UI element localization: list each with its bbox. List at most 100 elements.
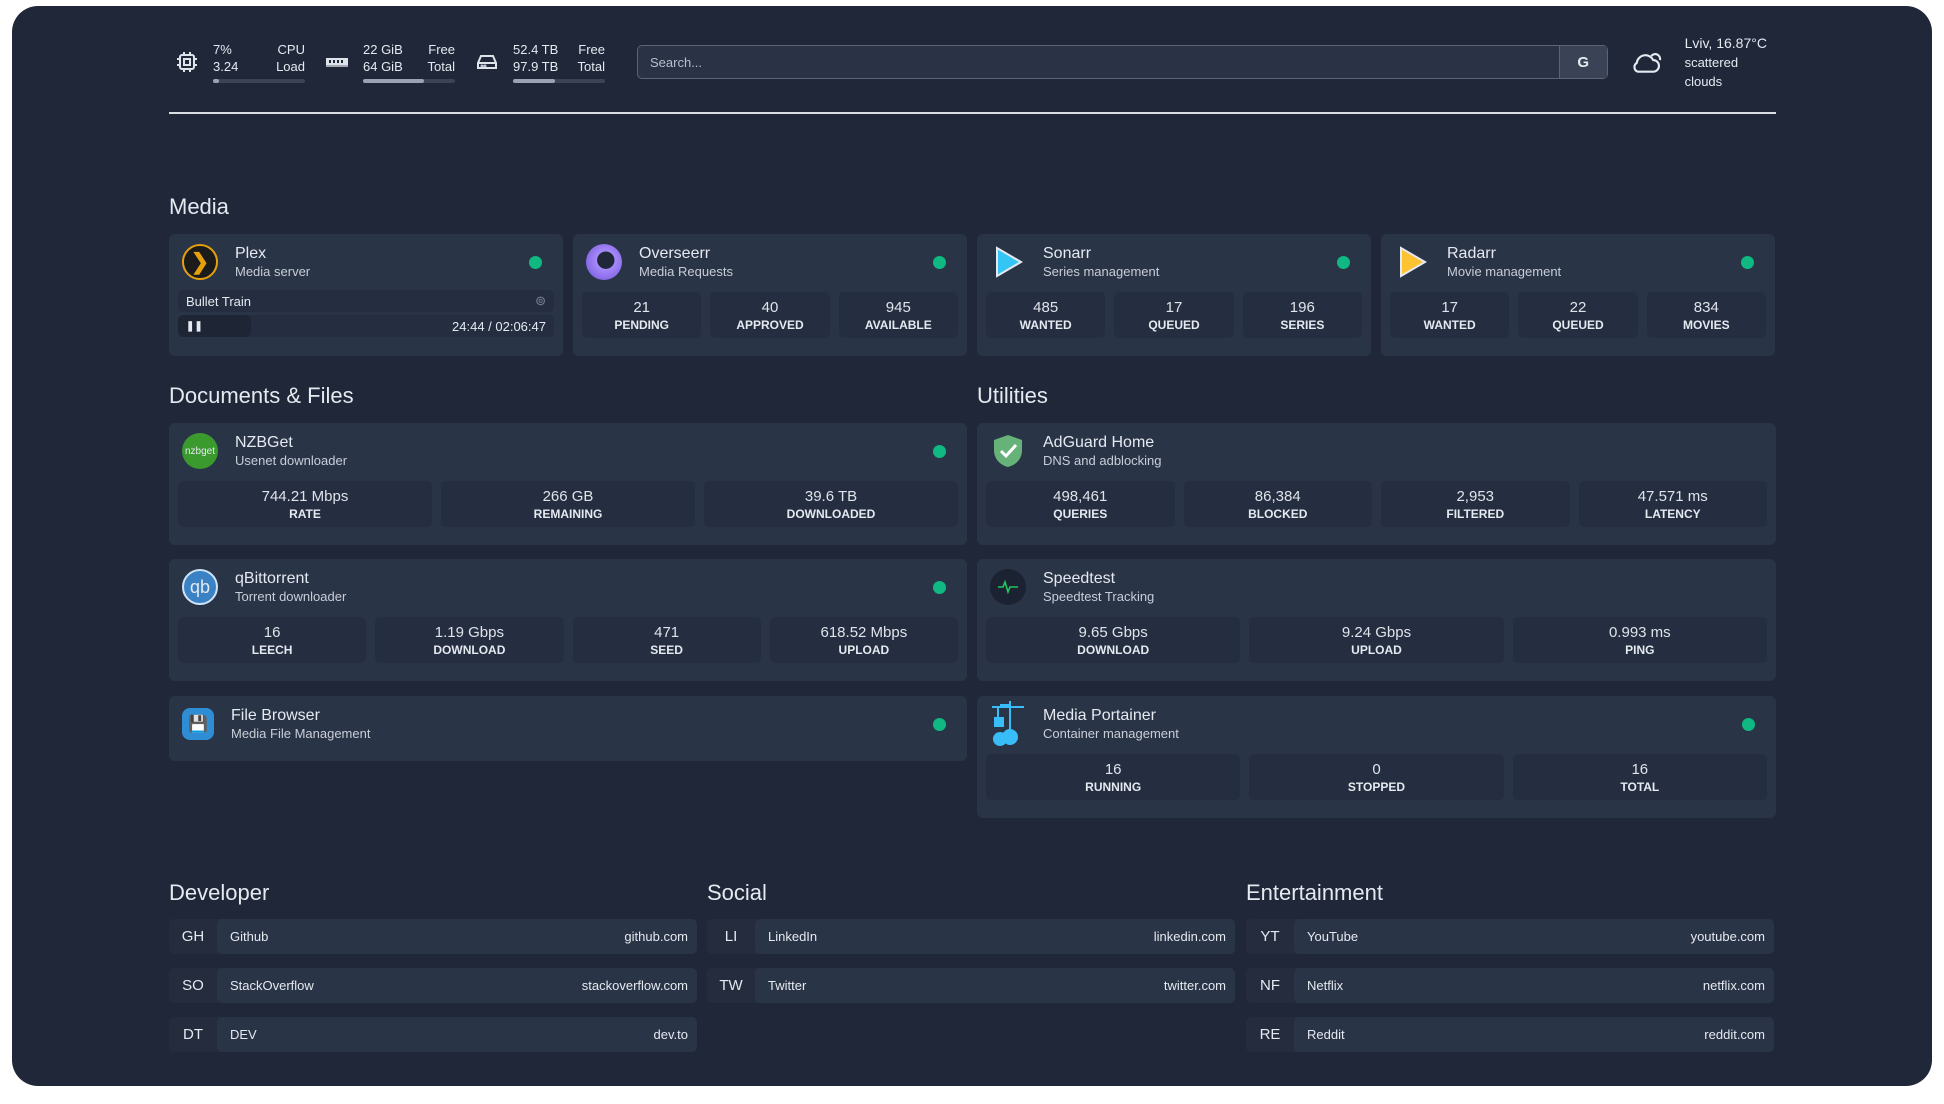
search-provider-button[interactable]: G: [1558, 46, 1607, 78]
service-name: Overseerr: [639, 245, 711, 262]
stat-value: 16: [263, 624, 281, 641]
stat-label: DOWNLOAD: [433, 643, 506, 657]
stat-block: 485 WANTED: [986, 292, 1106, 338]
bookmark-link[interactable]: NF Netflix netflix.com: [1246, 968, 1774, 1003]
service-name: Media Portainer: [1043, 707, 1156, 724]
stat-label: WANTED: [1423, 318, 1476, 332]
service-card-nzbget[interactable]: nzbget NZBGet Usenet downloader 744.21 Mbps…: [169, 423, 967, 545]
stat-label: DOWNLOADED: [786, 507, 876, 521]
stat-block: 618.52 Mbps UPLOAD: [769, 617, 958, 663]
service-card-plex[interactable]: ❯ Plex Media server Bullet Train ⊚ ❚❚ 24:44 …: [169, 234, 563, 356]
playback-time: 24:44 / 02:06:47: [452, 318, 546, 334]
service-description: Speedtest Tracking: [1043, 589, 1155, 604]
bookmark-link[interactable]: DT DEV dev.to: [169, 1017, 697, 1052]
section-title-media: Media: [169, 194, 229, 219]
bookmark-link[interactable]: GH Github github.com: [169, 919, 697, 954]
stat-block: 17 QUEUED: [1114, 292, 1234, 338]
qbittorrent-logo-icon: qb: [182, 569, 218, 605]
stat-label: REMAINING: [533, 507, 603, 521]
stat-value: 266 GB: [542, 488, 594, 505]
service-name: AdGuard Home: [1043, 434, 1155, 451]
load-label: Load: [276, 59, 305, 74]
service-card-speedtest[interactable]: Speedtest Speedtest Tracking 9.65 Gbps DOWN…: [977, 559, 1776, 681]
stat-block: 16 LEECH: [178, 617, 367, 663]
service-card-file-browser[interactable]: 💾 File Browser Media File Management: [169, 696, 967, 761]
service-card-adguard-home[interactable]: AdGuard Home DNS and adblocking 498,461 QUE…: [977, 423, 1776, 545]
stat-value: 22: [1569, 299, 1587, 316]
cpu-load: 3.24: [213, 59, 239, 74]
bookmark-link[interactable]: TW Twitter twitter.com: [707, 968, 1235, 1003]
stat-label: QUERIES: [1053, 507, 1108, 521]
service-description: Media File Management: [231, 726, 371, 741]
stat-block: 834 MOVIES: [1646, 292, 1766, 338]
search-box: G: [637, 45, 1608, 79]
bookmark-url: youtube.com: [1690, 929, 1765, 944]
stat-value: 40: [761, 299, 779, 316]
bookmark-abbr: LI: [724, 928, 738, 945]
status-online-indicator: [1741, 256, 1754, 269]
memory-icon: [326, 58, 348, 67]
stat-block: 39.6 TB DOWNLOADED: [704, 481, 958, 527]
bookmark-abbr: TW: [719, 977, 743, 994]
playback-progress: ❚❚ 24:44 / 02:06:47: [178, 315, 554, 337]
stat-label: SERIES: [1280, 318, 1325, 332]
memory-bar: [363, 79, 455, 83]
stat-value: 744.21 Mbps: [261, 488, 349, 505]
search-input[interactable]: [638, 54, 1559, 70]
bookmark-url: github.com: [624, 929, 688, 944]
stat-label: FILTERED: [1446, 507, 1505, 521]
bookmark-name: Twitter: [768, 978, 807, 993]
stat-block: 0 STOPPED: [1249, 754, 1504, 800]
stat-value: 498,461: [1053, 488, 1108, 505]
total-label: Total: [427, 59, 455, 74]
bookmark-url: dev.to: [653, 1027, 688, 1042]
stat-label: DOWNLOAD: [1077, 643, 1150, 657]
stat-value: 21: [633, 299, 650, 316]
stat-block: 266 GB REMAINING: [441, 481, 695, 527]
status-online-indicator: [1742, 718, 1755, 731]
service-card-qbittorrent[interactable]: qb qBittorrent Torrent downloader 16 LEECH 1.…: [169, 559, 967, 681]
cpu-label: CPU: [277, 42, 305, 57]
bookmark-url: linkedin.com: [1153, 929, 1226, 944]
bookmark-name: StackOverflow: [230, 978, 314, 993]
overseerr-logo-icon: [586, 244, 622, 280]
weather-condition: scattered clouds: [1684, 54, 1739, 89]
service-name: Plex: [235, 245, 267, 262]
pause-icon[interactable]: ❚❚: [186, 320, 203, 332]
bookmark-group-developer: GH Github github.com SO StackOverflow stackov…: [169, 919, 697, 1066]
service-description: DNS and adblocking: [1043, 453, 1162, 468]
stat-label: WANTED: [1019, 318, 1072, 332]
service-card-radarr[interactable]: Radarr Movie management 17 WANTED 22 QUEUED 83…: [1381, 234, 1775, 356]
stat-value: 16: [1631, 761, 1649, 778]
stat-value: 618.52 Mbps: [820, 624, 908, 641]
section-title-developer: Developer: [169, 880, 270, 905]
stream-icon: ⊚: [535, 293, 546, 308]
service-card-sonarr[interactable]: Sonarr Series management 485 WANTED 17 QUEUED…: [977, 234, 1371, 356]
bookmark-link[interactable]: SO StackOverflow stackoverflow.com: [169, 968, 697, 1003]
bookmark-name: LinkedIn: [768, 929, 818, 944]
stat-block: 40 APPROVED: [710, 292, 830, 338]
status-online-indicator: [529, 256, 542, 269]
stat-block: 47.571 ms LATENCY: [1578, 481, 1767, 527]
service-description: Movie management: [1447, 264, 1562, 279]
stat-block: 196 SERIES: [1242, 292, 1362, 338]
stat-value: 17: [1441, 299, 1458, 316]
stat-block: 16 RUNNING: [986, 754, 1241, 800]
bookmark-link[interactable]: RE Reddit reddit.com: [1246, 1017, 1774, 1052]
service-name: qBittorrent: [235, 570, 309, 587]
stat-value: 39.6 TB: [804, 488, 858, 505]
stats-row: 9.65 Gbps DOWNLOAD 9.24 Gbps UPLOAD 0.993 ms…: [986, 617, 1767, 663]
bookmark-link[interactable]: YT YouTube youtube.com: [1246, 919, 1774, 954]
stat-label: RATE: [289, 507, 321, 521]
cpu-usage: 7%: [213, 42, 232, 57]
stat-label: UPLOAD: [838, 643, 890, 657]
bookmark-link[interactable]: LI LinkedIn linkedin.com: [707, 919, 1235, 954]
cloud-icon: [1633, 53, 1661, 73]
service-card-overseerr[interactable]: Overseerr Media Requests 21 PENDING 40 APPROV…: [573, 234, 967, 356]
stat-label: AVAILABLE: [864, 318, 932, 332]
stat-value: 2,953: [1456, 488, 1495, 505]
section-title-entertainment: Entertainment: [1246, 880, 1383, 905]
bookmark-abbr: DT: [183, 1026, 203, 1043]
portainer-logo-icon: [990, 701, 1026, 746]
service-card-media-portainer[interactable]: Media Portainer Container management 16 RUN…: [977, 696, 1776, 818]
